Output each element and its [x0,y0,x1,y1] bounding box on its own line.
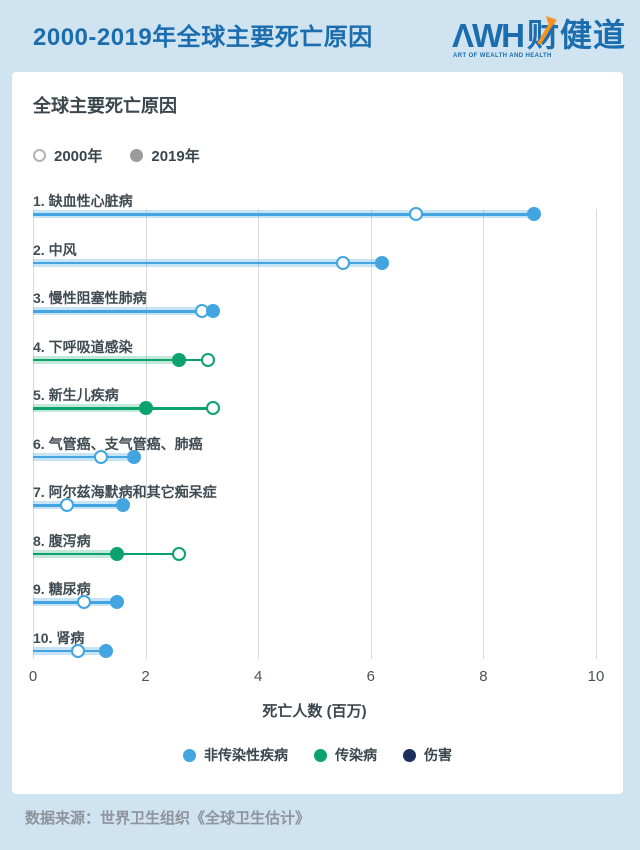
chart-row: 10. 肾病 [33,626,596,675]
row-label: 7. 阿尔兹海默病和其它痴呆症 [33,484,217,500]
year-legend-label: 2000年 [54,148,103,165]
connector-line [33,552,180,555]
x-tick-label: 0 [28,668,38,685]
group-legend: 非传染性疾病 传染病 伤害 [12,745,623,765]
point-2000-icon [335,255,350,270]
point-2000-icon [71,643,86,658]
legend-dot-icon [314,748,327,762]
legend-dot-icon [403,748,416,762]
gridline [483,209,485,659]
chart-row: 7. 阿尔兹海默病和其它痴呆症 [33,480,596,529]
year-legend: 2000年 2019年 [33,145,623,166]
chart-row: 9. 糖尿病 [33,577,596,626]
chart-row: 5. 新生儿疾病 [33,383,596,432]
point-2019-icon [375,255,390,270]
group-legend-label: 非传染性疾病 [204,747,288,763]
connector-line [33,407,214,410]
logo-awh-wrap: ΛWH ART OF WEALTH AND HEALTH [451,17,551,59]
point-2019-icon [206,304,221,318]
x-tick-label: 6 [366,668,375,685]
connector-line [33,358,208,361]
chart-row: 3. 慢性阻塞性肺病 [33,286,596,335]
x-axis-title: 死亡人数 (百万) [262,703,367,720]
point-2000-icon [200,352,215,367]
row-label: 9. 糖尿病 [33,581,91,597]
year-2019-circle-icon [130,149,144,162]
row-label: 2. 中风 [33,241,77,258]
gridline [370,209,372,659]
x-tick-label: 10 [587,668,605,685]
point-2019-icon [116,498,131,512]
legend-dot-icon [183,748,196,762]
point-2000-icon [206,401,221,415]
gridline [145,209,147,659]
connector-line [33,649,107,652]
point-2019-icon [110,546,125,561]
point-2019-icon [527,207,542,221]
logo-awh-text: ΛWH [451,17,525,54]
x-axis: 0 2 4 6 8 10 [29,668,605,688]
group-legend-item: 伤害 [403,745,452,765]
point-2000-icon [76,595,91,609]
row-label: 4. 下呼吸道感染 [33,338,133,355]
connector-line [33,504,124,507]
source-note: 数据来源：世界卫生组织《全球卫生估计》 [25,810,311,827]
year-legend-item: 2000年 [33,145,102,166]
chart-card: 全球主要死亡原因 2000年 2019年 1. 缺血性心脏病 2. 中风 3. 慢性阻… [12,72,623,794]
gridline [258,209,260,659]
row-label: 5. 新生儿疾病 [33,387,119,403]
page-header: 2000-2019年全球主要死亡原因 ΛWH ART OF WEALTH AND… [0,0,640,68]
row-label: 3. 慢性阻塞性肺病 [33,290,147,306]
chart-row: 2. 中风 [33,238,596,287]
group-legend-label: 传染病 [335,747,377,763]
point-2019-icon [99,643,114,658]
x-tick-label: 2 [141,668,150,685]
point-2019-icon [127,449,142,464]
row-label: 1. 缺血性心脏病 [33,193,133,209]
row-label: 8. 腹泻病 [33,532,91,549]
plot-rows: 1. 缺血性心脏病 2. 中风 3. 慢性阻塞性肺病 4. 下呼吸道感染 5. 新生儿疾… [33,189,597,675]
row-label: 10. 肾病 [33,629,85,646]
group-legend-item: 非传染性疾病 [183,745,288,765]
gridline [596,209,597,659]
connector-line [33,213,535,216]
chart-row: 1. 缺血性心脏病 [33,189,596,238]
year-2000-circle-icon [33,149,46,162]
page-title: 2000-2019年全球主要死亡原因 [33,23,373,51]
point-2000-icon [59,498,74,512]
arrow-up-icon [537,16,557,46]
point-2000-icon [408,207,423,221]
connector-line [33,601,118,604]
logo-tagline: ART OF WEALTH AND HEALTH [452,53,552,59]
connector-line [33,455,135,458]
row-label: 6. 气管癌、支气管癌、肺癌 [33,435,203,452]
point-2000-icon [93,449,108,464]
plot-area: 1. 缺血性心脏病 2. 中风 3. 慢性阻塞性肺病 4. 下呼吸道感染 5. 新生儿疾… [29,189,605,721]
connector-line [33,261,383,264]
point-2000-icon [172,546,187,561]
connector-line [33,310,214,313]
point-2019-icon [110,595,125,609]
group-legend-item: 传染病 [314,745,377,765]
chart-row: 8. 腹泻病 [33,529,596,578]
awh-logo: ΛWH ART OF WEALTH AND HEALTH 财健道 [451,16,626,59]
x-tick-label: 4 [254,668,263,685]
point-2019-icon [172,352,187,367]
point-2019-icon [138,401,153,415]
chart-row: 6. 气管癌、支气管癌、肺癌 [33,432,596,481]
group-legend-label: 伤害 [424,747,452,763]
chart-title: 全球主要死亡原因 [33,96,177,116]
chart-row: 4. 下呼吸道感染 [33,335,596,384]
year-legend-item: 2019年 [130,145,200,166]
year-legend-label: 2019年 [151,148,200,165]
x-tick-label: 8 [479,668,488,685]
gridline [33,209,34,659]
